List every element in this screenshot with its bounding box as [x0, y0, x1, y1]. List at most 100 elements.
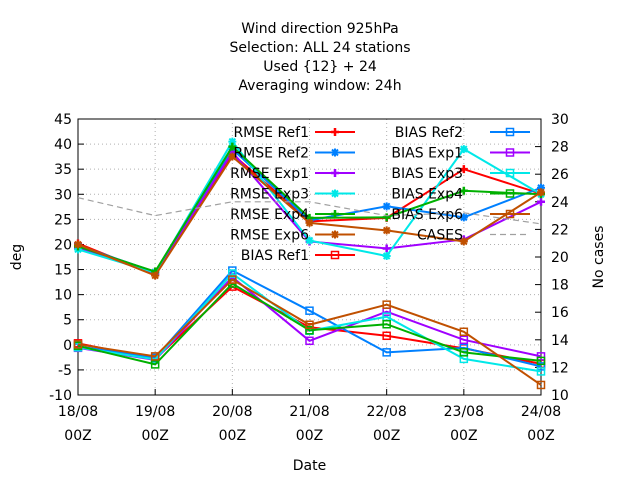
- data-point: [459, 237, 468, 246]
- series-line: [77, 282, 542, 366]
- data-point: [382, 348, 391, 357]
- legend-marker: [505, 209, 515, 219]
- data-point: [305, 326, 314, 335]
- x-tick-label: 23/08: [444, 404, 484, 420]
- title-line: Averaging window: 24h: [238, 78, 401, 94]
- x-tick-label: 21/08: [289, 404, 329, 420]
- legend-marker: [505, 168, 515, 178]
- legend-marker: [330, 250, 340, 260]
- legend: RMSE Ref1 RMSE Ref2 RMSE Exp1 RMSE Exp3 RMSE…: [230, 125, 530, 264]
- data-point: [382, 244, 391, 253]
- y2-tick-label: 18: [551, 278, 569, 294]
- legend-label: CASES: [417, 228, 463, 244]
- legend-entry: RMSE Exp1: [230, 166, 355, 182]
- chart-title: Wind direction 925hPa Selection: ALL 24 s…: [229, 21, 410, 94]
- y-tick-label: 30: [54, 187, 72, 203]
- data-point: [537, 183, 545, 192]
- title-line: Wind direction 925hPa: [241, 21, 398, 37]
- series-line: [77, 145, 542, 273]
- data-point: [537, 188, 545, 197]
- x-tick-label: 00Z: [373, 428, 400, 444]
- data-point: [382, 251, 391, 260]
- x-tick-label: 24/08: [521, 404, 561, 420]
- data-point: [150, 352, 160, 361]
- y2-tick-label: 30: [551, 112, 569, 128]
- data-point: [459, 213, 468, 222]
- y-tick-label: 0: [63, 338, 72, 354]
- data-point: [459, 165, 468, 174]
- data-point: [305, 218, 314, 227]
- y2-tick-label: 28: [551, 140, 569, 156]
- data-point: [537, 197, 545, 206]
- data-point: [459, 327, 469, 337]
- series-line: [77, 278, 542, 386]
- legend-marker: [331, 128, 339, 136]
- y-tick-label: 10: [54, 288, 72, 304]
- x-tick-label: 00Z: [296, 428, 323, 444]
- x-tick-label: 00Z: [219, 428, 246, 444]
- legend-marker: [331, 148, 339, 157]
- y2-tick-label: 14: [551, 333, 569, 349]
- y-axis-label: deg: [9, 244, 25, 270]
- x-axis: 18/08 00Z 19/08 00Z 20/08 00Z 21/08 00Z 22/08 00Z…: [58, 389, 561, 444]
- data-point: [228, 137, 237, 146]
- legend-entry: BIAS Ref2: [395, 125, 530, 141]
- y2-axis: 10 12 14 16 18 20 22 24 26 28 30: [535, 112, 569, 404]
- x-axis-label: Date: [293, 458, 326, 474]
- legend-marker: [331, 230, 339, 239]
- y-tick-label: 5: [63, 313, 72, 329]
- title-line: Selection: ALL 24 stations: [229, 40, 410, 56]
- x-tick-label: 22/08: [366, 404, 406, 420]
- y-tick-label: 40: [54, 137, 72, 153]
- legend-entry: BIAS Exp6: [391, 207, 530, 223]
- y2-tick-label: 20: [551, 250, 569, 266]
- series-bias-exp6: [73, 275, 546, 390]
- series: [73, 137, 546, 390]
- data-point: [382, 331, 391, 341]
- data-point: [305, 306, 314, 315]
- y2-tick-label: 10: [551, 388, 569, 404]
- legend-entry: RMSE Ref1: [233, 125, 355, 141]
- legend-label: RMSE Exp6: [230, 228, 309, 244]
- legend-label: RMSE Exp4: [230, 207, 309, 223]
- legend-label: RMSE Exp3: [230, 187, 309, 203]
- y-tick-label: 35: [54, 162, 72, 178]
- x-tick-label: 00Z: [64, 428, 91, 444]
- legend-label: BIAS Exp1: [391, 146, 463, 162]
- legend-marker: [331, 189, 339, 198]
- legend-marker: [505, 148, 515, 157]
- y-tick-label: 45: [54, 112, 72, 128]
- x-tick-label: 00Z: [527, 428, 554, 444]
- y2-tick-label: 12: [551, 360, 569, 376]
- data-point: [228, 275, 237, 284]
- data-point: [305, 236, 314, 245]
- legend-label: RMSE Ref1: [233, 125, 309, 141]
- data-point: [228, 142, 237, 151]
- series-cases: [77, 197, 542, 225]
- data-point: [228, 152, 237, 161]
- data-point: [536, 380, 546, 390]
- y2-tick-label: 26: [551, 167, 569, 183]
- legend-label: RMSE Ref2: [233, 146, 309, 162]
- legend-entry: RMSE Ref2: [233, 146, 355, 162]
- x-tick-label: 19/08: [135, 404, 175, 420]
- legend-marker: [331, 169, 339, 177]
- legend-entry: RMSE Exp6: [230, 228, 355, 244]
- data-point: [459, 145, 468, 154]
- series-line: [77, 197, 542, 225]
- data-point: [228, 269, 237, 278]
- y-tick-label: 25: [54, 212, 72, 228]
- series-line: [77, 269, 542, 368]
- legend-entry: BIAS Exp3: [391, 166, 530, 182]
- legend-label: BIAS Ref1: [241, 248, 309, 264]
- data-point: [459, 335, 469, 345]
- legend-label: BIAS Ref2: [395, 125, 463, 141]
- data-point: [382, 213, 391, 222]
- data-point: [536, 362, 546, 371]
- y-tick-label: 15: [54, 263, 72, 279]
- legend-entry: BIAS Exp1: [391, 146, 530, 162]
- y-tick-label: -5: [58, 363, 72, 379]
- x-tick-label: 00Z: [450, 428, 477, 444]
- y-axis: -10 -5 0 5 10 15 20 25 30 35 40 45: [49, 112, 84, 404]
